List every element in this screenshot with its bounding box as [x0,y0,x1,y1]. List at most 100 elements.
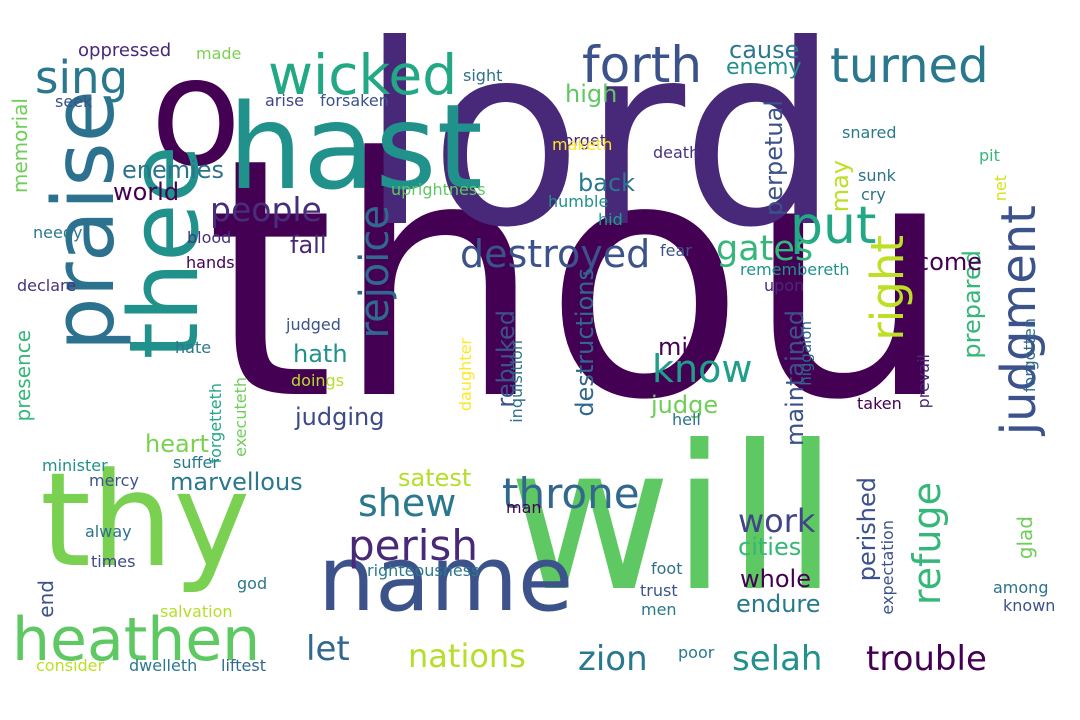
word-among: among [993,578,1049,597]
word-forth: forth [582,36,703,94]
word-sight: sight [463,66,503,85]
word-enemy: enemy [726,55,802,80]
word-rejoice: rejoice [352,205,398,339]
word-sing: sing [35,51,129,104]
word-thy: thy [40,444,251,596]
word-maketh: maketh [552,135,613,154]
word-heathen: heathen [12,605,261,675]
word-uprightness: uprightness [391,180,486,199]
word-marvellous: marvellous [170,468,303,496]
word-lord: lord [360,0,840,282]
word-trust: trust [640,581,678,600]
word-minister: minister [42,456,108,475]
word-suffer: suffer [173,453,219,472]
word-man: man [506,498,542,517]
word-world: world [113,178,180,206]
word-may: may [826,160,854,213]
word-higgaion: higgaion [797,321,815,386]
word-memorial: memorial [8,98,32,194]
word-satest: satest [398,464,472,492]
word-destroyed: destroyed [460,232,651,276]
word-humble: humble [548,192,609,211]
word-judging: judging [295,403,385,431]
word-praise: praise [35,90,134,352]
word-judged: judged [286,315,341,334]
word-gates: gates [716,229,814,269]
word-righteousness: righteousness [367,561,480,580]
word-back: back [578,169,636,197]
word-pit: pit [979,146,1000,165]
word-high: high [565,80,618,108]
word-let: let [306,629,350,669]
word-destructions: destructions [571,268,599,417]
word-hid: hid [598,210,623,229]
word-hate: hate [175,338,212,357]
word-times: times [91,552,136,571]
word-sunk: sunk [858,166,896,185]
word-work: work [738,502,816,540]
word-hath: hath [293,340,348,368]
word-forgetteth: forgetteth [206,383,225,464]
word-forget: forget [558,131,606,150]
word-trouble: trouble [866,639,987,679]
word-liftest: liftest [221,656,266,675]
word-perpetual: perpetual [760,100,788,216]
word-endure: endure [736,590,821,618]
word-net: net [991,175,1010,202]
word-made: made [196,44,242,63]
word-needy: needy [33,223,83,242]
word-hell: hell [672,410,701,429]
word-snared: snared [842,123,897,142]
word-oppressed: oppressed [78,40,172,61]
word-fall: fall [290,231,327,259]
word-declare: declare [17,276,77,295]
word-fear: fear [660,241,692,260]
word-right: right [861,235,914,341]
word-thou: thou [205,88,955,472]
word-end: end [34,580,58,618]
word-perish: perish [348,521,478,570]
word-come: come [916,248,983,276]
word-remembereth: remembereth [740,260,850,279]
word-zion: zion [578,639,648,679]
word-forgotten: forgotten [1020,318,1039,393]
word-mercy: mercy [89,471,139,490]
word-perished: perished [853,477,881,582]
word-upon: upon [764,276,805,295]
word-expectation: expectation [878,520,897,615]
word-inquisition: inquisition [507,340,526,423]
word-seek: seek [55,92,93,111]
word-god: god [237,574,268,593]
word-blood: blood [187,228,232,247]
word-cause: cause [729,36,800,64]
word-known: known [1003,596,1056,615]
word-prevail: prevail [914,354,933,409]
word-doings: doings [291,371,345,390]
word-poor: poor [678,643,715,662]
word-shew: shew [358,481,457,525]
word-hands: hands [186,253,235,272]
word-glad: glad [1013,516,1037,560]
word-name: name [318,527,574,632]
word-salvation: salvation [160,602,233,621]
word-cities: cities [738,533,802,561]
word-people: people [210,190,322,229]
word-refuge: refuge [905,482,949,606]
word-daughter: daughter [456,338,475,412]
word-nations: nations [408,637,526,675]
word-taken: taken [857,394,902,413]
word-death: death [653,143,700,162]
word-put: put [790,196,877,256]
word-know: know [652,347,753,391]
word-executeth: executeth [231,377,250,457]
word-presence: presence [11,330,35,422]
word-mine: mine [658,333,719,361]
word-hast: hast [228,78,483,216]
word-enemies: enemies [122,156,225,184]
word-will: will [508,403,839,636]
word-arise: arise [265,91,305,110]
word-wicked: wicked [268,43,458,107]
word-turned: turned [830,38,989,94]
word-alway: alway [85,522,132,541]
